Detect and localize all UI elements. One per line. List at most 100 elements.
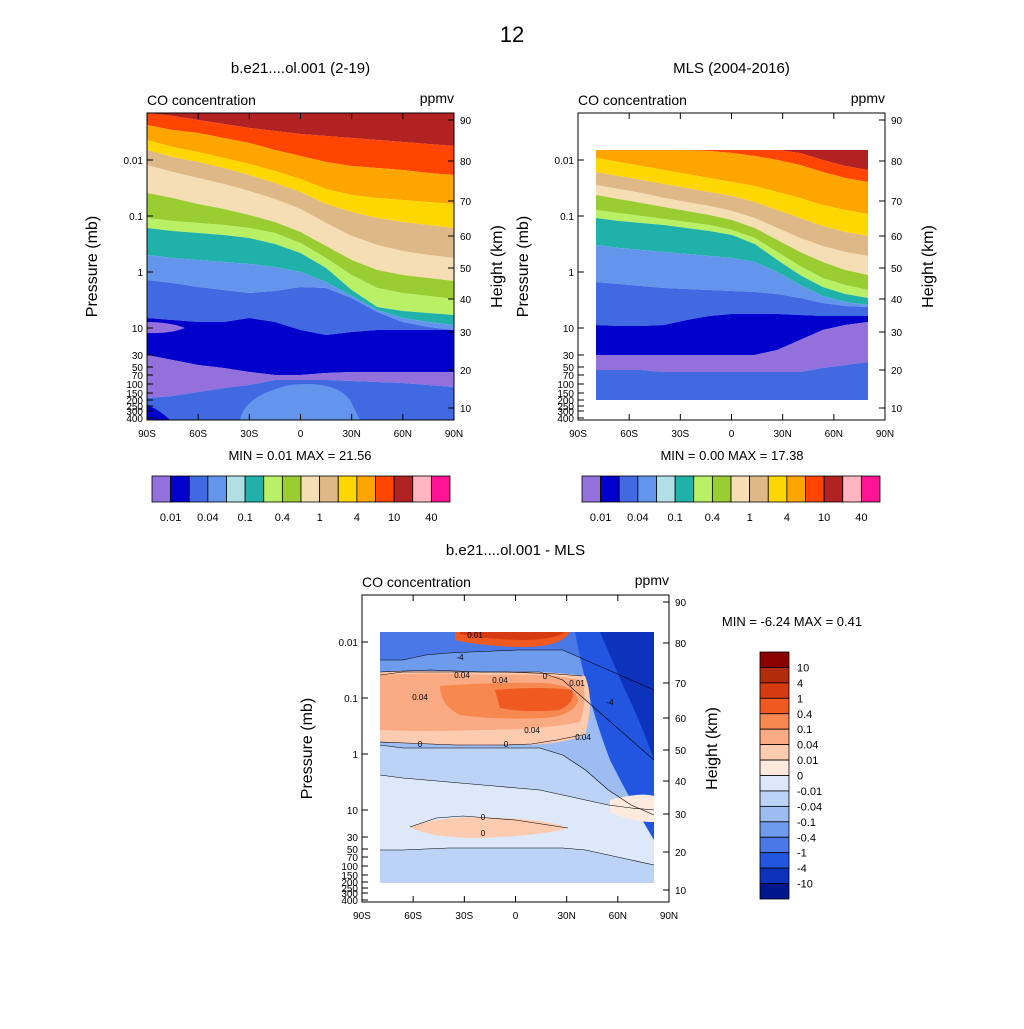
colorbar-swatch xyxy=(412,475,432,503)
panel-mls: MLS (2004-2016) CO concentration ppmv 90S 60… xyxy=(515,60,937,440)
min-max-stats: MIN = 0.01 MAX = 21.56 xyxy=(228,448,371,463)
colorbar-swatch xyxy=(759,821,790,838)
pressure-tick-label: 100 xyxy=(557,380,574,391)
colorbar-label: -0.04 xyxy=(797,801,822,813)
pressure-tick-label: 0.01 xyxy=(339,638,359,649)
pressure-tick-label: 70 xyxy=(563,371,575,382)
colorbar-swatch xyxy=(759,775,790,792)
y-axis-right-label: Height (km) xyxy=(489,225,506,308)
x-tick-label: 60S xyxy=(404,911,422,922)
x-tick-label: 60N xyxy=(825,429,843,440)
pressure-tick-label: 100 xyxy=(341,862,358,873)
height-tick-label: 90 xyxy=(675,598,687,609)
contour-band xyxy=(410,817,568,838)
colorbar-label: 0.4 xyxy=(797,709,812,721)
colorbar-label: 0.01 xyxy=(160,512,181,524)
contour-value-label: 0 xyxy=(504,740,509,749)
colorbar-label: 40 xyxy=(855,512,867,524)
pressure-tick-label: 150 xyxy=(341,871,358,882)
colorbar-label: 1 xyxy=(747,512,753,524)
contour-band xyxy=(596,150,868,170)
colorbar-label: 0.1 xyxy=(797,724,812,736)
colorbar-swatch xyxy=(319,475,339,503)
pressure-tick-label: 400 xyxy=(341,896,358,907)
pressure-tick-label: 30 xyxy=(132,351,144,362)
contour-band xyxy=(147,140,454,228)
colorbar-label: 10 xyxy=(818,512,830,524)
colorbar-swatch xyxy=(786,475,806,503)
colorbar-swatch xyxy=(860,475,881,503)
y-axis-right-label: Height (km) xyxy=(704,707,721,790)
height-tick-label: 80 xyxy=(891,157,903,168)
contour-band xyxy=(240,384,360,420)
pressure-tick-label: 0.1 xyxy=(560,212,574,223)
colorbar-swatch xyxy=(759,682,790,699)
colorbar-label: -10 xyxy=(797,879,813,891)
colorbar-swatch xyxy=(759,744,790,761)
contour-band xyxy=(147,150,454,258)
colorbar-label: -0.1 xyxy=(797,817,816,829)
contour-value-label: 0.04 xyxy=(575,733,591,742)
x-tick-label: 60S xyxy=(189,429,207,440)
colorbar-label: 40 xyxy=(425,512,437,524)
height-tick-label: 50 xyxy=(460,264,472,275)
colorbar-swatch xyxy=(842,475,862,503)
colorbar-swatch xyxy=(393,475,414,503)
contour-band xyxy=(596,172,868,256)
contour-fill-model xyxy=(147,113,454,420)
colorbar-label: 4 xyxy=(354,512,360,524)
contour-band xyxy=(596,195,868,290)
colorbar-swatch xyxy=(749,475,769,503)
contour-band xyxy=(596,362,868,400)
contour-value-label: 0 xyxy=(481,813,486,822)
height-tick-label: 10 xyxy=(460,404,472,415)
pressure-tick-label: 1 xyxy=(137,268,143,279)
x-tick-label: 90S xyxy=(353,911,371,922)
pressure-tick-label: 30 xyxy=(563,351,575,362)
colorbar-swatch xyxy=(151,475,172,503)
height-tick-label: 90 xyxy=(891,116,903,127)
height-tick-label: 60 xyxy=(891,232,903,243)
x-tick-label: 30S xyxy=(671,429,689,440)
contour-band xyxy=(596,314,868,355)
panel-title: b.e21....ol.001 (2-19) xyxy=(231,60,370,77)
panel-model: b.e21....ol.001 (2-19) CO concentration pp… xyxy=(84,60,506,440)
colorbar-label: 1 xyxy=(797,693,803,705)
pressure-tick-label: 50 xyxy=(132,363,144,374)
colorbar-swatch xyxy=(759,697,790,715)
height-tick-label: 30 xyxy=(460,328,472,339)
contour-value-label: -4 xyxy=(456,653,464,662)
pressure-tick-label: 70 xyxy=(347,853,359,864)
colorbar-swatch xyxy=(337,475,358,503)
x-tick-label: 30N xyxy=(773,429,791,440)
contour-value-label: 0.04 xyxy=(492,676,508,685)
contour-band xyxy=(147,405,170,420)
height-tick-label: 80 xyxy=(675,639,687,650)
colorbar-swatch xyxy=(618,475,639,503)
pressure-tick-label: 1 xyxy=(568,268,574,279)
contour-band xyxy=(147,113,454,175)
pressure-tick-label: 10 xyxy=(132,324,144,335)
x-tick-label: 30S xyxy=(455,911,473,922)
contour-band xyxy=(596,150,868,182)
colorbar-label: 0.4 xyxy=(705,512,720,524)
colorbar-swatch xyxy=(759,651,790,668)
pressure-tick-label: 10 xyxy=(347,806,359,817)
contour-band xyxy=(460,632,565,640)
colorbar-label: 0.4 xyxy=(275,512,290,524)
height-tick-label: 50 xyxy=(891,264,903,275)
x-tick-label: 90N xyxy=(876,429,894,440)
colorbar-swatch xyxy=(674,475,695,503)
colorbar-label: 0.01 xyxy=(590,512,611,524)
height-tick-label: 40 xyxy=(891,295,903,306)
pressure-tick-label: 250 xyxy=(557,402,574,413)
pressure-tick-label: 1 xyxy=(352,750,358,761)
height-tick-label: 40 xyxy=(460,295,472,306)
colorbar-swatch xyxy=(226,475,246,503)
colorbar-horizontal: 0.01 0.04 0.1 0.4 1 4 10 40 xyxy=(581,475,881,524)
page-title: 12 xyxy=(500,22,524,47)
contour-band xyxy=(600,632,654,760)
contour-band xyxy=(147,255,454,330)
contour-band xyxy=(147,165,454,281)
panel-left-label: CO concentration xyxy=(147,92,256,108)
